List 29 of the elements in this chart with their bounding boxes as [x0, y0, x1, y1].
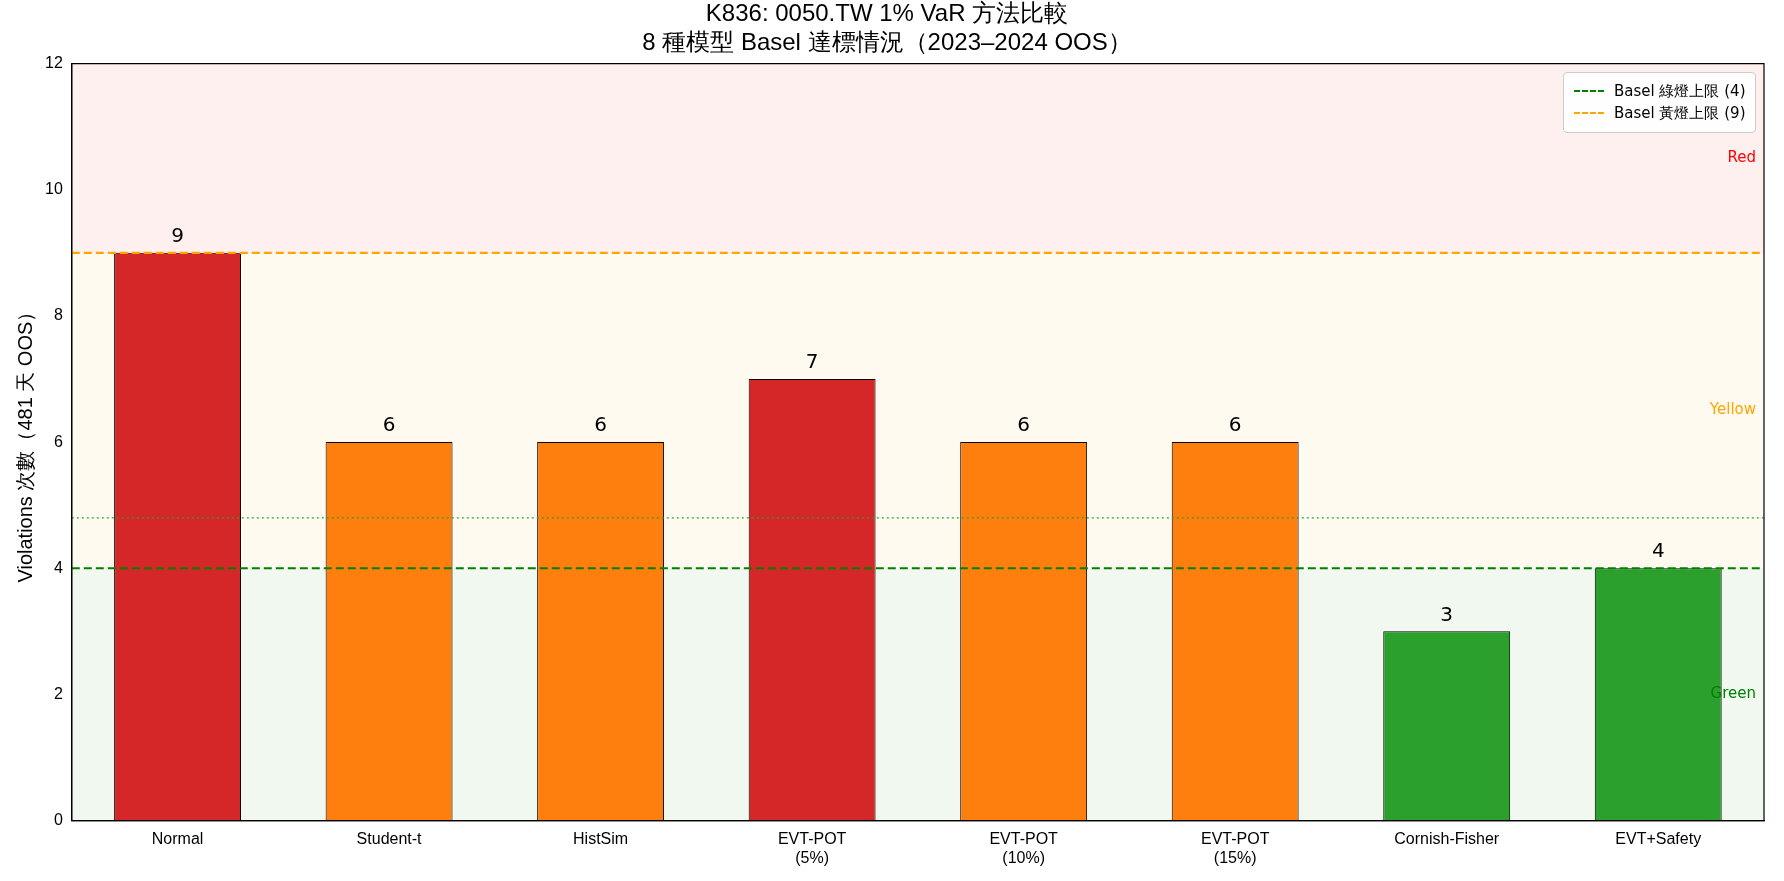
- data-label: 9: [171, 223, 184, 248]
- x-tick-label: EVT-POT (15%): [1200, 829, 1270, 866]
- y-tick-label: 8: [53, 306, 63, 324]
- data-label: 6: [594, 412, 607, 437]
- y-tick-label: 0: [53, 811, 63, 829]
- x-tick-label: Normal: [151, 829, 204, 847]
- y-tick-label: 6: [53, 432, 63, 450]
- y-tick-label: 4: [53, 558, 63, 576]
- legend-label: Basel 黃燈上限 (9): [1614, 103, 1746, 123]
- x-tick-label: EVT-POT (10%): [989, 829, 1059, 866]
- x-tick-label: HistSim: [573, 829, 629, 847]
- data-label: 6: [1017, 412, 1031, 437]
- legend-label: Basel 綠燈上限 (4): [1614, 81, 1746, 101]
- data-label: 3: [1440, 601, 1454, 626]
- y-tick-label: 12: [45, 54, 63, 72]
- x-tick-label: Cornish-Fisher: [1394, 829, 1500, 847]
- data-label: 6: [1228, 412, 1242, 437]
- y-tick-label: 2: [53, 684, 63, 702]
- data-label: 7: [805, 349, 819, 374]
- band-label: Red: [1727, 148, 1756, 167]
- chart-title: K836: 0050.TW 1% VaR 方法比較 8 種模型 Basel 達標情況（2023–2024 OOS）: [642, 0, 1132, 55]
- y-axis-title: Violations 次數（481 天 OOS）: [13, 301, 36, 583]
- data-label: 6: [382, 412, 396, 437]
- band-label: Yellow: [1708, 400, 1756, 419]
- x-tick-label: Student-t: [356, 829, 423, 847]
- x-tick-label: EVT-POT (5%): [777, 829, 847, 866]
- x-tick-label: EVT+Safety: [1615, 829, 1702, 847]
- y-tick-label: 10: [45, 180, 63, 198]
- data-label: 4: [1651, 538, 1665, 563]
